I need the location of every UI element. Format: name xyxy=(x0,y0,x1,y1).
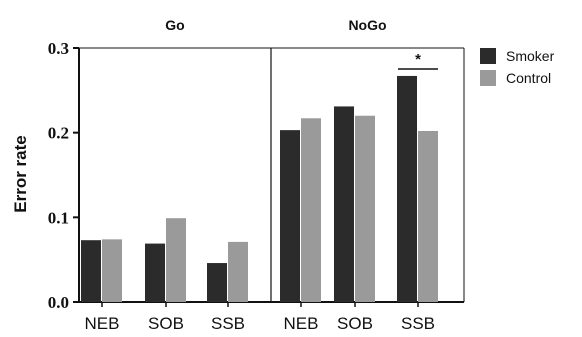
bar-smoker xyxy=(207,263,227,302)
bar-smoker xyxy=(145,243,165,302)
x-tick-label: NEB xyxy=(284,314,319,333)
y-tick-label: 0.1 xyxy=(48,208,69,227)
legend-swatch-control xyxy=(480,70,496,86)
y-tick-label: 0.3 xyxy=(48,39,69,58)
bar-smoker xyxy=(280,130,300,302)
y-tick-label: 0.0 xyxy=(48,293,69,312)
y-axis-label: Error rate xyxy=(11,135,30,212)
bar-control xyxy=(355,115,375,302)
bar-smoker xyxy=(81,240,101,302)
x-tick-label: SSB xyxy=(401,314,435,333)
bar-control xyxy=(102,239,122,302)
legend-swatch-smoker xyxy=(480,48,496,64)
x-tick-label: SOB xyxy=(148,314,184,333)
x-tick-label: SOB xyxy=(337,314,373,333)
bar-smoker xyxy=(397,75,417,302)
bar-control xyxy=(301,118,321,302)
bar-control xyxy=(166,218,186,302)
significance-marker: * xyxy=(415,51,421,68)
bar-smoker xyxy=(334,106,354,302)
y-tick-label: 0.2 xyxy=(48,124,69,143)
legend-label-smoker: Smoker xyxy=(506,48,555,64)
bar-control xyxy=(228,241,248,302)
x-tick-label: SSB xyxy=(211,314,245,333)
bar-control xyxy=(418,130,438,302)
legend-label-control: Control xyxy=(506,70,551,86)
panel-title: NoGo xyxy=(348,17,386,33)
x-tick-label: NEB xyxy=(85,314,120,333)
panel-title: Go xyxy=(165,17,184,33)
